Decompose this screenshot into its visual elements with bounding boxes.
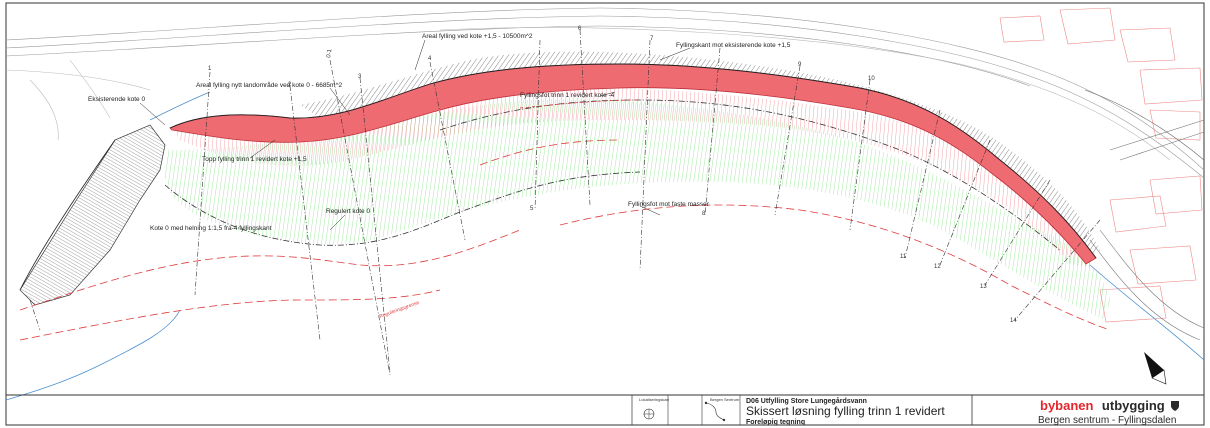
annotation-fyllingskant: Fyllingskant mot eksisterende kote +1,5 <box>676 42 791 49</box>
annotation-areal-fylling: Areal fylling ved kote +1,5 - 10500m^2 <box>422 33 533 40</box>
roads-right <box>1084 89 1205 341</box>
drawing-title: Skissert løsning fylling trinn 1 revider… <box>746 404 945 418</box>
section-label-0-1: 0-1 <box>326 48 334 58</box>
section-label-1: 1 <box>208 66 212 72</box>
section-label-4: 4 <box>428 56 432 62</box>
section-label-11: 11 <box>900 254 907 260</box>
sheet-border <box>5 2 1205 426</box>
water-line-right <box>1089 264 1205 361</box>
section-label-13: 13 <box>980 284 987 290</box>
route-map-icon <box>705 402 725 421</box>
buildings <box>999 7 1203 323</box>
section-label-7: 7 <box>650 36 654 42</box>
section-label-8: 8 <box>702 211 706 217</box>
section-labels: 0-1 1 2 3 4 5 6 7 8 9 10 11 12 13 14 <box>208 26 1017 324</box>
brand-logo: bybanen utbygging <box>1040 397 1165 414</box>
section-label-6: 6 <box>578 26 582 32</box>
contour-lines <box>19 99 1111 341</box>
annotation-reguleringsgrense: Reguleringsgrense <box>379 300 421 320</box>
section-label-10: 10 <box>868 76 875 82</box>
annotation-regulert-kote: Regulert kote 0 <box>326 208 370 215</box>
water-line <box>5 309 181 401</box>
section-lines <box>29 29 1101 376</box>
brand-project: Bergen sentrum - Fyllingsdalen <box>1038 415 1176 426</box>
water-line-top <box>149 91 211 121</box>
section-label-3: 3 <box>358 74 362 80</box>
bergen-label: Bergen Sentrum <box>710 397 740 402</box>
annotation-eksisterende-kote: Eksisterende kote 0 <box>88 96 145 103</box>
project-name: D06 Utfylling Store Lungegårdsvann <box>746 397 867 405</box>
section-label-9: 9 <box>798 62 802 68</box>
annotation-fyllingsfot-faste: Fyllingsfot mot faste masser <box>628 201 710 208</box>
annotation-kote-helning: Kote 0 med helning 1:1,5 fra-4 fyllingsk… <box>150 225 272 232</box>
annotation-layer: Eksisterende kote 0 Areal fylling nytt l… <box>88 33 791 320</box>
map-background <box>5 7 1205 179</box>
left-slope <box>19 124 166 306</box>
section-label-12: 12 <box>934 264 941 270</box>
left-slope-edge <box>19 139 116 291</box>
north-arrow <box>1144 352 1167 385</box>
leader-lines <box>139 39 691 231</box>
brand-shield-icon <box>1171 401 1179 411</box>
annotation-areal-nytt-land: Areal fylling nytt landområde ved kote 0… <box>196 81 343 89</box>
locator-label: Lokaliseringskart <box>639 397 670 402</box>
drawing-subtitle: Foreløpig tegning <box>746 419 805 426</box>
section-label-5: 5 <box>530 206 534 212</box>
title-block: Lokaliseringskart Bergen Sentrum D06 Utf… <box>6 394 1204 426</box>
green-fill-area <box>165 99 1110 320</box>
annotation-topp-fylling: Topp fylling trinn 1 revidert kote +1,5 <box>202 156 307 163</box>
north-arrow-icon <box>1144 352 1164 378</box>
section-label-14: 14 <box>1010 318 1017 324</box>
red-hatch-band <box>172 87 1092 269</box>
annotation-fyllingsfot-trinn: Fyllingsfot trinn 1 revidert kote -4 <box>520 92 615 99</box>
section-label-2: 2 <box>288 82 292 88</box>
